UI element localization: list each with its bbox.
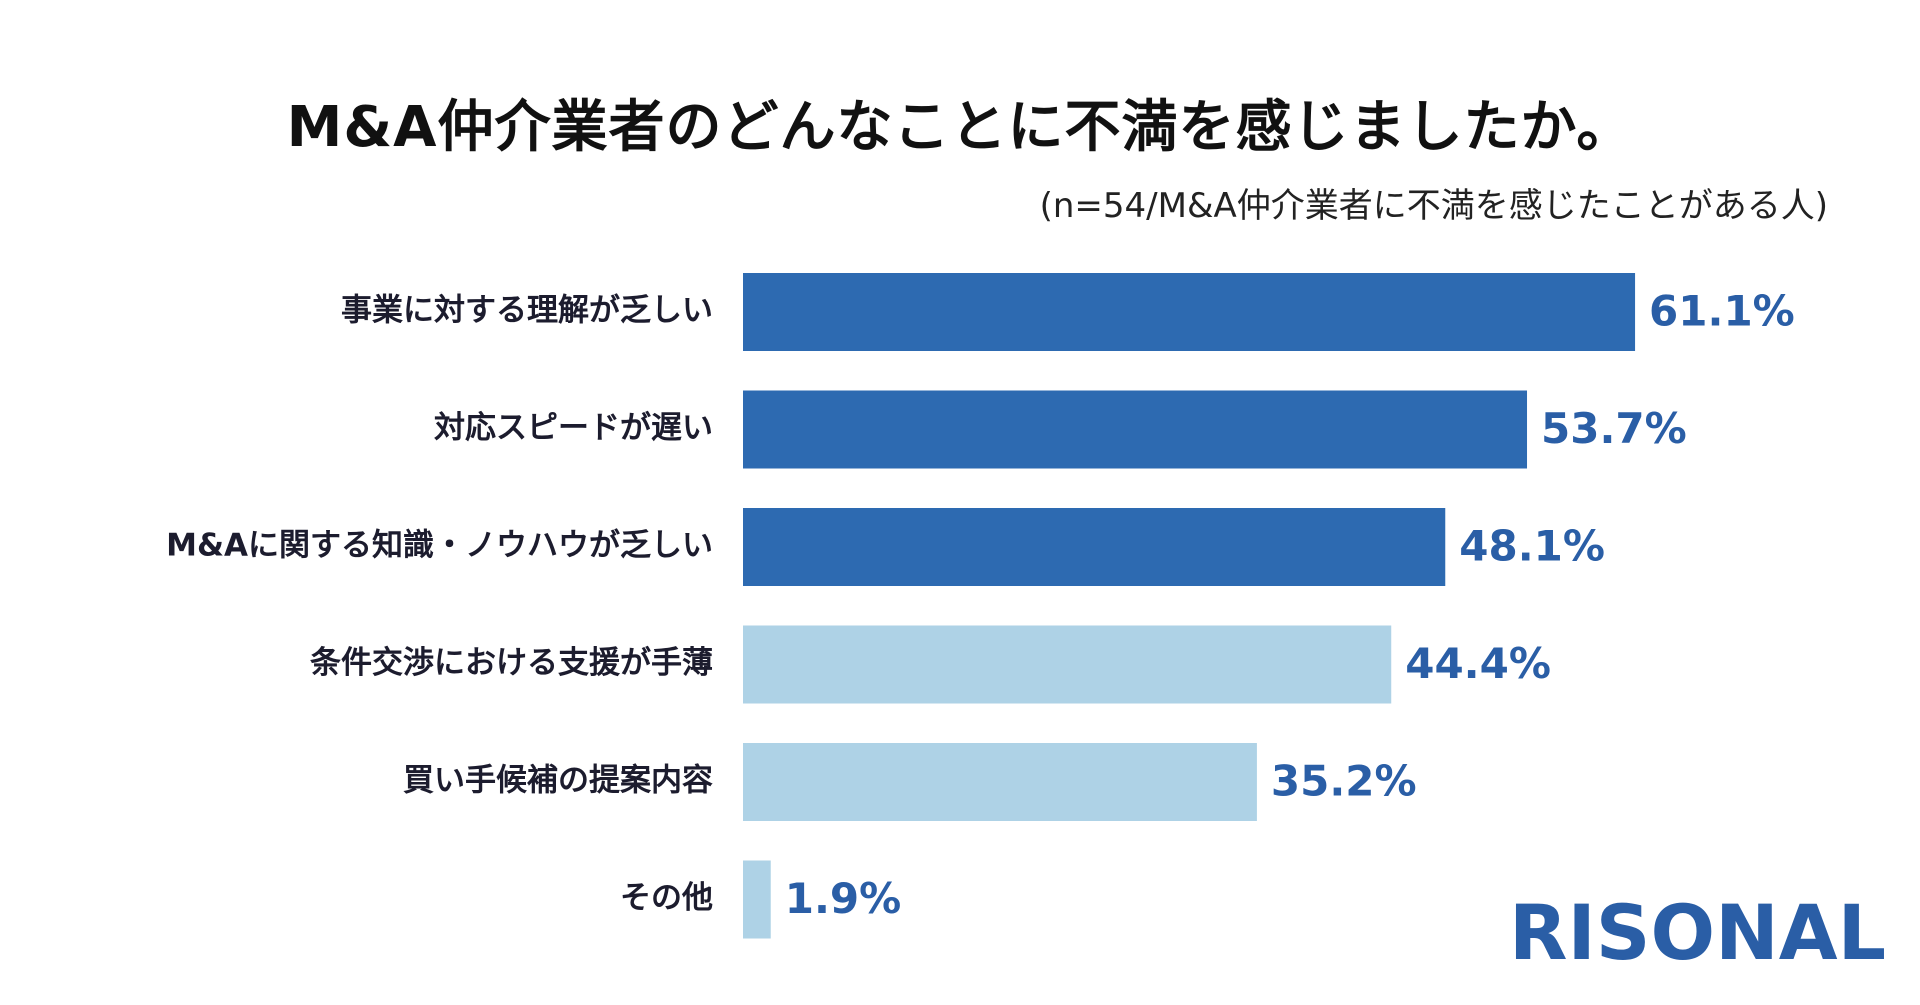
category-label-3: 条件交渉における支援が手薄: [310, 645, 713, 681]
category-label-1: 対応スピードが遅い: [434, 410, 713, 446]
bar-2: [743, 508, 1446, 586]
category-label-2: M&Aに関する知識・ノウハウが乏しい: [166, 528, 713, 564]
value-label-5: 1.9%: [785, 874, 901, 923]
chart-title: M&A仲介業者のどんなことに不満を感じましたか。: [286, 95, 1634, 160]
chart-subtitle: (n=54/M&A仲介業者に不満を感じたことがある人): [1039, 186, 1828, 226]
category-label-0: 事業に対する理解が乏しい: [341, 293, 713, 329]
bar-4: [743, 743, 1257, 821]
bar-3: [743, 625, 1392, 704]
category-label-4: 買い手候補の提案内容: [403, 763, 713, 799]
value-label-2: 48.1%: [1459, 522, 1605, 571]
value-label-3: 44.4%: [1405, 639, 1551, 688]
value-label-0: 61.1%: [1649, 287, 1795, 336]
brand-logo: RISONAL: [1509, 888, 1886, 977]
bar-5: [743, 860, 771, 939]
value-label-4: 35.2%: [1271, 757, 1417, 806]
category-label-5: その他: [620, 880, 713, 916]
value-label-1: 53.7%: [1541, 404, 1687, 453]
bar-0: [743, 273, 1636, 351]
bar-1: [743, 390, 1528, 469]
